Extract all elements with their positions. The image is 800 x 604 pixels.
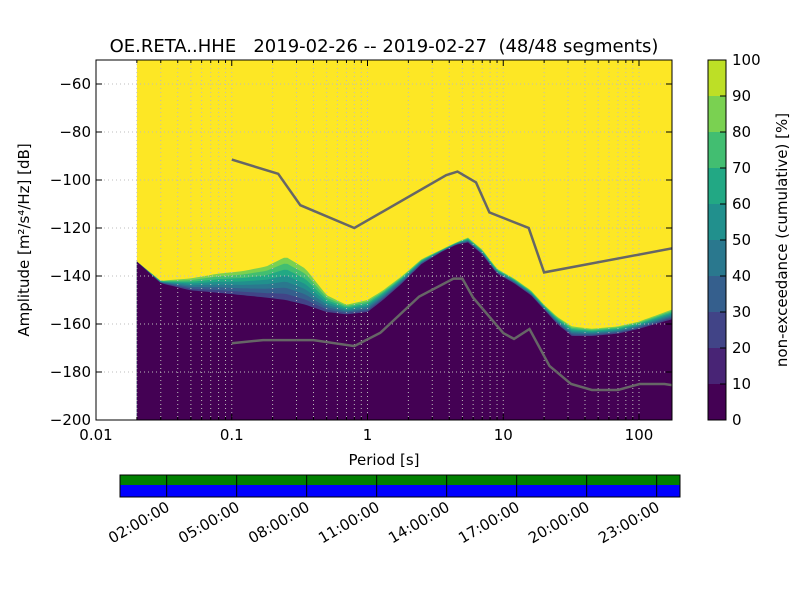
- heatmap-low-region: [136, 242, 672, 420]
- colorbar-tick-label: 60: [732, 195, 751, 213]
- colorbar-tick-label: 30: [732, 303, 751, 321]
- y-tick-label: −200: [50, 411, 91, 429]
- y-tick-label: −120: [50, 219, 91, 237]
- y-tick-label: −140: [50, 267, 91, 285]
- x-tick-label: 0.01: [79, 426, 112, 444]
- x-tick-label: 0.1: [220, 426, 244, 444]
- colorbar-tick-label: 80: [732, 123, 751, 141]
- colorbar-band: [708, 60, 726, 96]
- y-axis-label: Amplitude [m²/s⁴/Hz] [dB]: [15, 143, 33, 336]
- colorbar-band: [708, 384, 726, 420]
- coverage-tick-label: 17:00:00: [455, 498, 522, 547]
- colorbar-tick-label: 100: [732, 51, 761, 69]
- x-tick-label: 100: [625, 426, 654, 444]
- low-noise-model-line: [231, 277, 672, 392]
- colorbar-band: [708, 240, 726, 276]
- colorbar-bands: [708, 60, 726, 420]
- colorbar-band: [708, 132, 726, 168]
- psd-heatmap: [136, 60, 672, 420]
- coverage-tick-label: 14:00:00: [385, 498, 452, 547]
- high-noise-model-line: [231, 158, 672, 274]
- coverage-tick-label: 23:00:00: [595, 498, 662, 547]
- colorbar-band: [708, 204, 726, 240]
- coverage-bar-bottom: [120, 485, 680, 497]
- coverage-tick-label: 05:00:00: [175, 498, 242, 547]
- coverage-frame: [119, 474, 681, 498]
- colorbar-tick-label: 50: [732, 231, 751, 249]
- x-tick-label: 1: [363, 426, 373, 444]
- coverage-tick-label: 02:00:00: [105, 498, 172, 547]
- colorbar-tick-label: 0: [732, 411, 742, 429]
- y-tick-label: −80: [59, 123, 91, 141]
- y-tick-label: −160: [50, 315, 91, 333]
- coverage-tick-label: 20:00:00: [525, 498, 592, 547]
- colorbar-band: [708, 168, 726, 204]
- colorbar-tick-label: 40: [732, 267, 751, 285]
- colorbar-tick-label: 20: [732, 339, 751, 357]
- grid-lines: [96, 60, 672, 420]
- y-axis-ticks: −60 −80 −100 −120 −140 −160 −180 −200: [50, 75, 672, 429]
- colorbar-band: [708, 348, 726, 384]
- colorbar-band: [708, 276, 726, 312]
- colorbar-tick-label: 70: [732, 159, 751, 177]
- y-tick-label: −180: [50, 363, 91, 381]
- y-tick-label: −60: [59, 75, 91, 93]
- plot-frame: [95, 59, 673, 421]
- noise-models: [231, 158, 672, 392]
- x-axis-ticks: 0.01 0.1 1 10 100: [79, 60, 653, 444]
- colorbar-tick-label: 10: [732, 375, 751, 393]
- coverage-strip: 02:00:00 05:00:00 08:00:00 11:00:00 14:00:00…: [105, 474, 681, 547]
- psd-plot: 0.01 0.1 1 10 100 −60 −80 −100 −120 −140 −160 −180…: [15, 59, 673, 469]
- y-tick-label: −100: [50, 171, 91, 189]
- chart-title: OE.RETA..HHE 2019-02-26 -- 2019-02-27 (4…: [110, 36, 659, 57]
- x-tick-label: 10: [494, 426, 513, 444]
- colorbar-band: [708, 312, 726, 348]
- colorbar-label: non-exceedance (cumulative) [%]: [773, 113, 791, 367]
- colorbar: 0 10 20 30 40 50 60 70 80 90 100 non-exceedance (c…: [707, 51, 791, 429]
- coverage-bar-top: [120, 475, 680, 485]
- colorbar-ticks: 0 10 20 30 40 50 60 70 80 90 100: [720, 51, 761, 429]
- colorbar-band: [708, 96, 726, 132]
- coverage-tick-label: 08:00:00: [245, 498, 312, 547]
- x-axis-label: Period [s]: [348, 451, 419, 469]
- coverage-tick-label: 11:00:00: [315, 498, 382, 547]
- colorbar-tick-label: 90: [732, 87, 751, 105]
